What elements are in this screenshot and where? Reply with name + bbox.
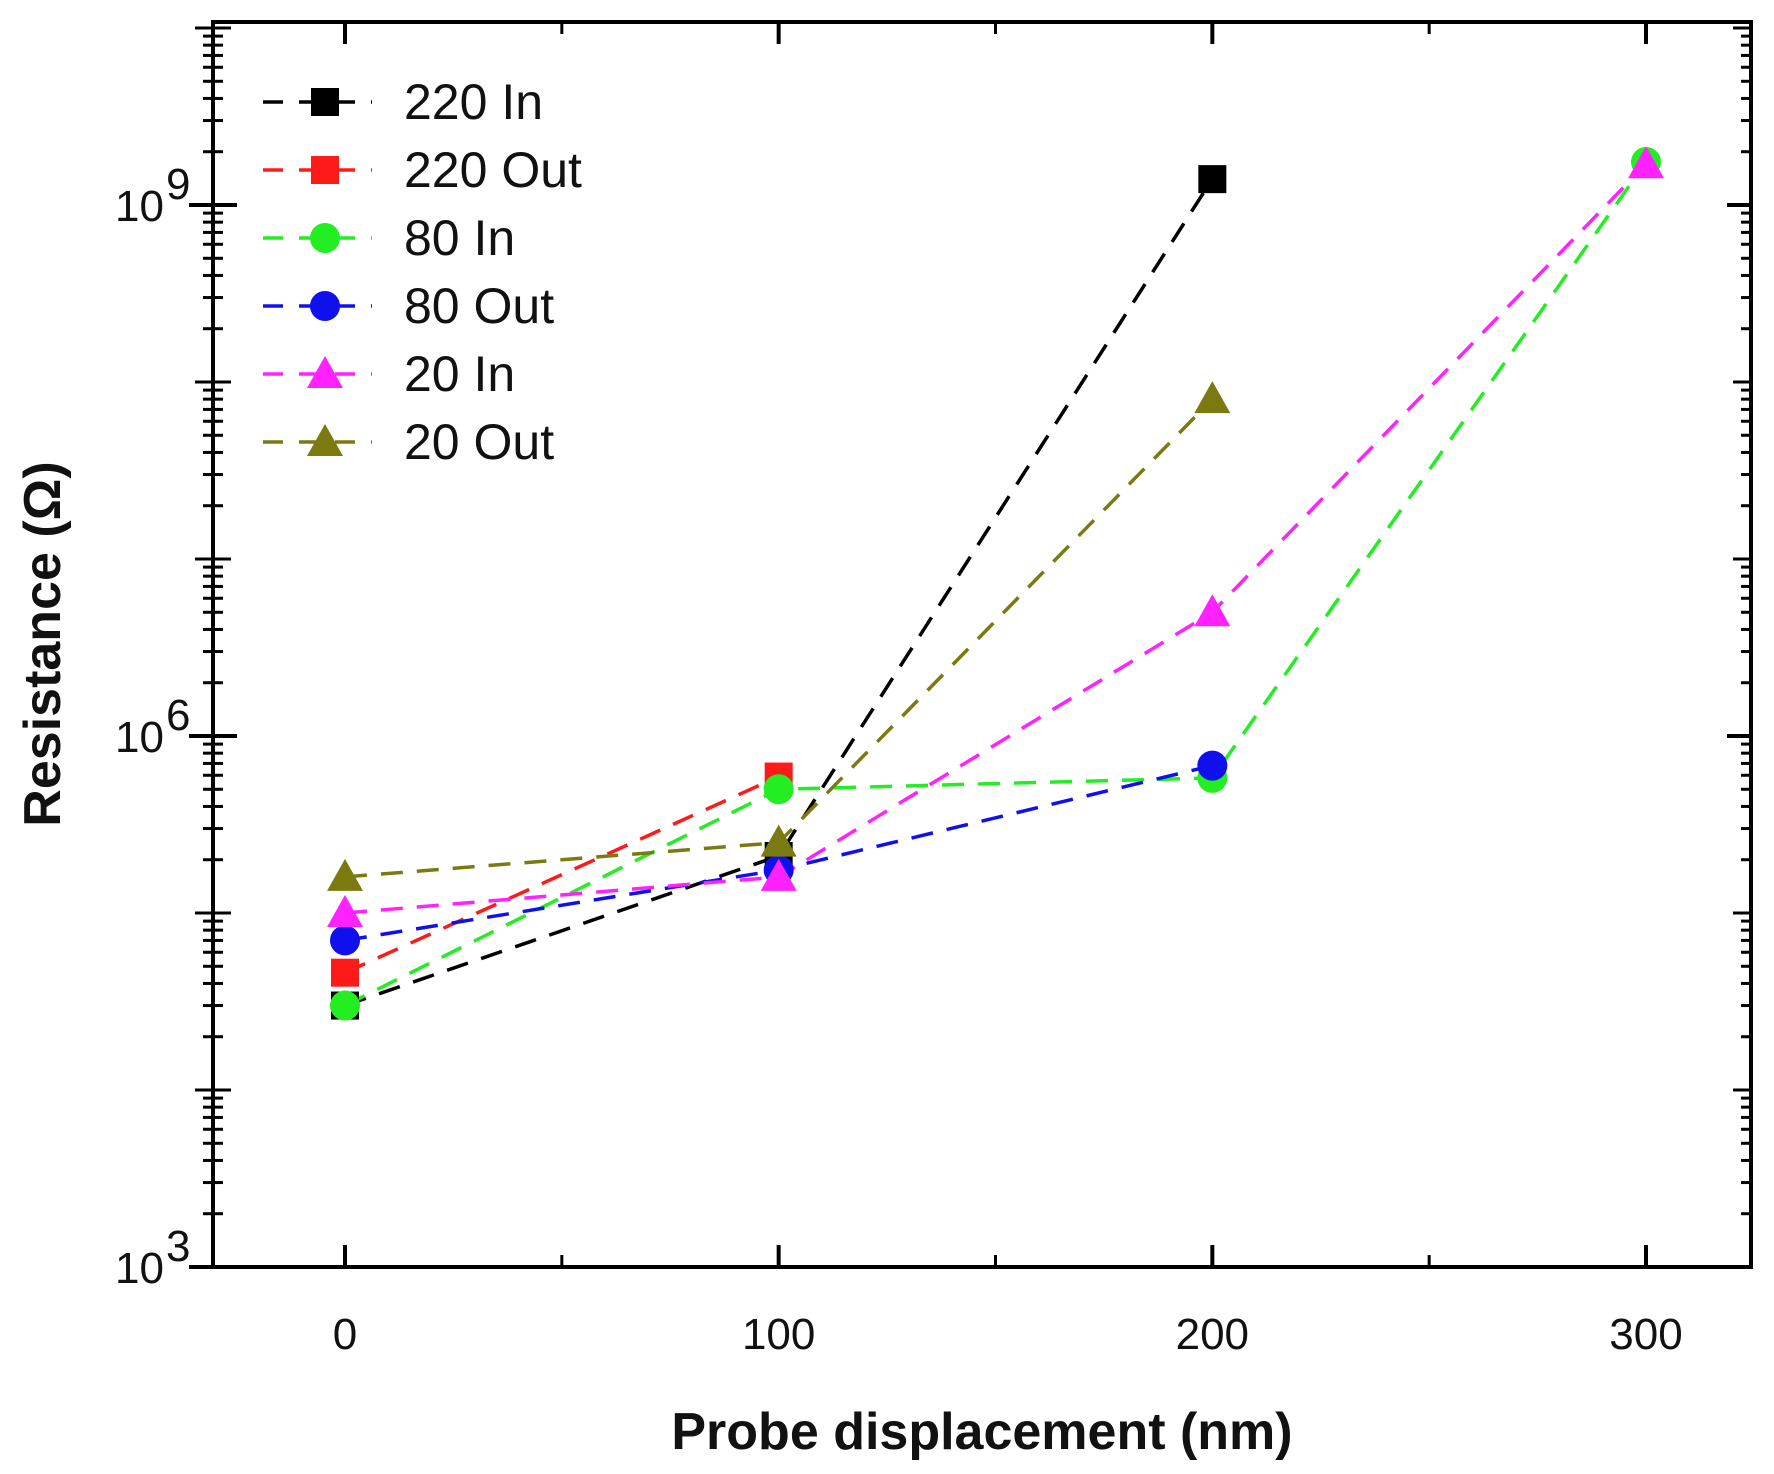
x-axis-title: Probe displacement (nm) <box>671 1403 1292 1461</box>
legend-label-20-out: 20 Out <box>404 414 554 470</box>
legend-label-80-in: 80 In <box>404 210 515 266</box>
legend-marker-20-out <box>307 424 343 456</box>
plot-frame <box>211 20 1753 1269</box>
y-tick-label: 10 <box>115 1244 164 1293</box>
y-axis-title: Resistance (Ω) <box>14 461 72 826</box>
y-tick-exponent: 6 <box>166 691 190 740</box>
data-point-20-in <box>327 895 363 927</box>
legend-label-220-in: 220 In <box>404 74 543 130</box>
data-point-80-in <box>330 990 360 1021</box>
legend-label-20-in: 20 In <box>404 346 515 402</box>
data-point-20-out <box>1194 381 1231 414</box>
y-tick-exponent: 9 <box>166 160 190 209</box>
legend-marker-20-in <box>307 356 343 388</box>
series-line-20-in <box>344 162 1648 915</box>
legend: 220 In 220 Out 80 In 80 Out 20 In 20 Out <box>263 74 582 470</box>
data-point-80-in <box>763 774 794 805</box>
data-point-20-in <box>760 858 797 891</box>
data-point-220-out <box>331 958 359 987</box>
series-line-20-out <box>344 397 1214 879</box>
legend-marker-80-out <box>310 291 340 321</box>
x-tick-label: 0 <box>333 1310 357 1359</box>
x-tick-labels: 0 100 200 300 <box>333 1310 1683 1359</box>
x-tick-label: 300 <box>1609 1310 1682 1359</box>
y-tick-label: 10 <box>115 182 164 231</box>
data-point-20-in <box>1194 594 1231 627</box>
x-tick-label: 100 <box>742 1310 815 1359</box>
data-point-80-out <box>330 925 360 956</box>
x-tick-label: 200 <box>1176 1310 1249 1359</box>
data-point-20-in <box>1628 146 1664 179</box>
data-point-220-in <box>1198 165 1227 194</box>
series-line-220-in <box>344 178 1214 1008</box>
data-point-80-out <box>1197 750 1228 781</box>
legend-label-80-out: 80 Out <box>404 278 554 334</box>
series-line-80-in <box>344 160 1648 1008</box>
y-tick-label: 10 <box>115 713 164 762</box>
legend-marker-220-in <box>311 88 339 116</box>
data-point-20-out <box>327 858 363 891</box>
legend-label-220-out: 220 Out <box>404 142 582 198</box>
axis-ticks <box>189 22 1751 1269</box>
legend-marker-80-in <box>310 223 340 253</box>
y-tick-exponent: 3 <box>166 1222 190 1271</box>
legend-marker-220-out <box>311 156 339 184</box>
series-markers <box>327 146 1664 1021</box>
series-line-220-out <box>344 775 780 975</box>
data-point-20-out <box>760 824 797 857</box>
